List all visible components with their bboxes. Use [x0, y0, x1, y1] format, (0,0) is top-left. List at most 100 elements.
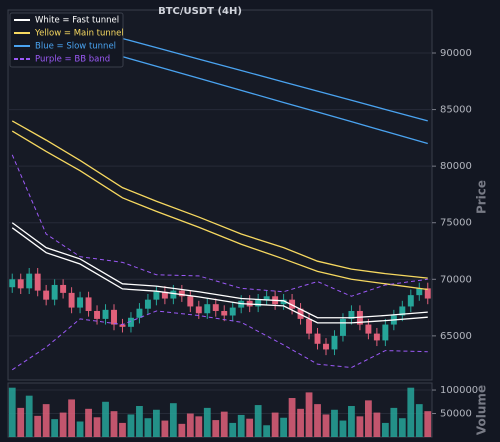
candle-body	[348, 310, 355, 319]
indicator-line	[11, 222, 428, 319]
volume-bar	[68, 399, 75, 437]
volume-bar	[246, 418, 254, 437]
y2-tick-label: 100000	[440, 385, 478, 396]
volume-bar	[237, 414, 245, 437]
volume-bar	[25, 395, 33, 437]
y-tick-label: 85000	[440, 105, 472, 116]
candle-body	[26, 273, 33, 289]
volume-bar	[220, 411, 228, 437]
volume-bar	[153, 409, 160, 437]
candle-body	[9, 279, 16, 288]
y2-tick-label: 50000	[440, 409, 472, 420]
volume-bar	[398, 418, 406, 437]
candle-body	[212, 304, 219, 311]
volume-bar	[195, 416, 203, 437]
legend-label: Blue = Slow tunnel	[35, 42, 116, 52]
volume-bar	[76, 421, 84, 437]
volume-bar	[169, 403, 177, 437]
volume-bar	[203, 407, 211, 437]
volume-bar	[305, 392, 313, 437]
volume-bar	[322, 414, 330, 437]
volume-bar	[34, 415, 42, 437]
legend-label: Yellow = Main tunnel	[34, 29, 124, 39]
volume-bar	[51, 419, 59, 437]
volume-bar	[280, 417, 287, 437]
legend-label: Purple = BB band	[35, 55, 110, 65]
candle-body	[127, 317, 134, 327]
volume-bar	[254, 405, 262, 437]
volume-bar	[381, 422, 389, 437]
candle-body	[280, 299, 287, 305]
candle-body	[111, 309, 117, 325]
volume-bar	[110, 411, 118, 437]
volume-bar	[271, 412, 279, 437]
candle-body	[424, 288, 431, 299]
candle-body	[119, 324, 126, 327]
candle-body	[314, 333, 321, 344]
volume-bar	[297, 408, 304, 437]
candle-body	[51, 284, 58, 300]
volume-bar	[424, 411, 432, 437]
candle-body	[178, 290, 185, 297]
volume-bar	[127, 414, 135, 437]
candle-body	[136, 308, 143, 318]
candle-body	[195, 306, 202, 314]
y-axis-label: Price	[475, 180, 489, 214]
volume-bar	[17, 407, 25, 437]
candle-body	[85, 297, 92, 311]
candle-body	[204, 304, 211, 314]
chart-title: BTC/USDT (4H)	[158, 6, 242, 17]
volume-bar	[119, 422, 126, 437]
y-tick-label: 70000	[440, 274, 472, 285]
volume-bar	[212, 420, 220, 437]
indicator-line	[11, 227, 428, 324]
candle-body	[187, 296, 194, 307]
candle-body	[34, 273, 41, 291]
legend-label: White = Fast tunnel	[35, 16, 119, 26]
volume-bar	[390, 407, 398, 437]
candle-body	[229, 307, 236, 316]
volume-bar	[144, 418, 152, 437]
candle-body	[339, 318, 346, 336]
candle-body	[170, 290, 177, 299]
candle-body	[255, 299, 262, 307]
candle-body	[102, 309, 109, 319]
candle-body	[60, 284, 67, 293]
candle-body	[323, 343, 329, 350]
candle-body	[373, 333, 380, 341]
y-tick-label: 90000	[440, 48, 472, 59]
indicator-line	[11, 310, 428, 371]
candle-body	[43, 290, 50, 300]
indicator-line	[11, 120, 428, 279]
indicator-line	[11, 130, 428, 291]
volume-axis-label: Volume	[475, 385, 489, 435]
volume-bar	[348, 406, 355, 437]
candle-body	[407, 295, 414, 307]
candle-body	[94, 310, 101, 319]
candle-body	[306, 318, 313, 334]
volume-bar	[288, 398, 296, 437]
volume-bar	[85, 408, 92, 437]
volume-bar	[415, 404, 423, 437]
candle-body	[144, 299, 151, 309]
volume-bar	[102, 401, 109, 437]
indicator-line	[11, 154, 428, 297]
volume-bar	[93, 417, 101, 437]
volume-bar	[59, 412, 67, 437]
volume-bar	[42, 404, 50, 437]
volume-bar	[339, 420, 347, 437]
candle-body	[399, 306, 406, 316]
volume-bar	[314, 404, 321, 437]
candle-body	[263, 296, 270, 300]
volume-bar	[407, 387, 415, 437]
candle-body	[331, 335, 338, 350]
volume-bar	[365, 400, 372, 437]
volume-bar	[161, 420, 169, 437]
y-tick-label: 75000	[440, 218, 472, 229]
candle-body	[77, 297, 84, 308]
volume-bar	[373, 412, 381, 437]
candle-body	[153, 291, 160, 300]
volume-bar	[229, 422, 237, 437]
candle-body	[161, 291, 168, 299]
